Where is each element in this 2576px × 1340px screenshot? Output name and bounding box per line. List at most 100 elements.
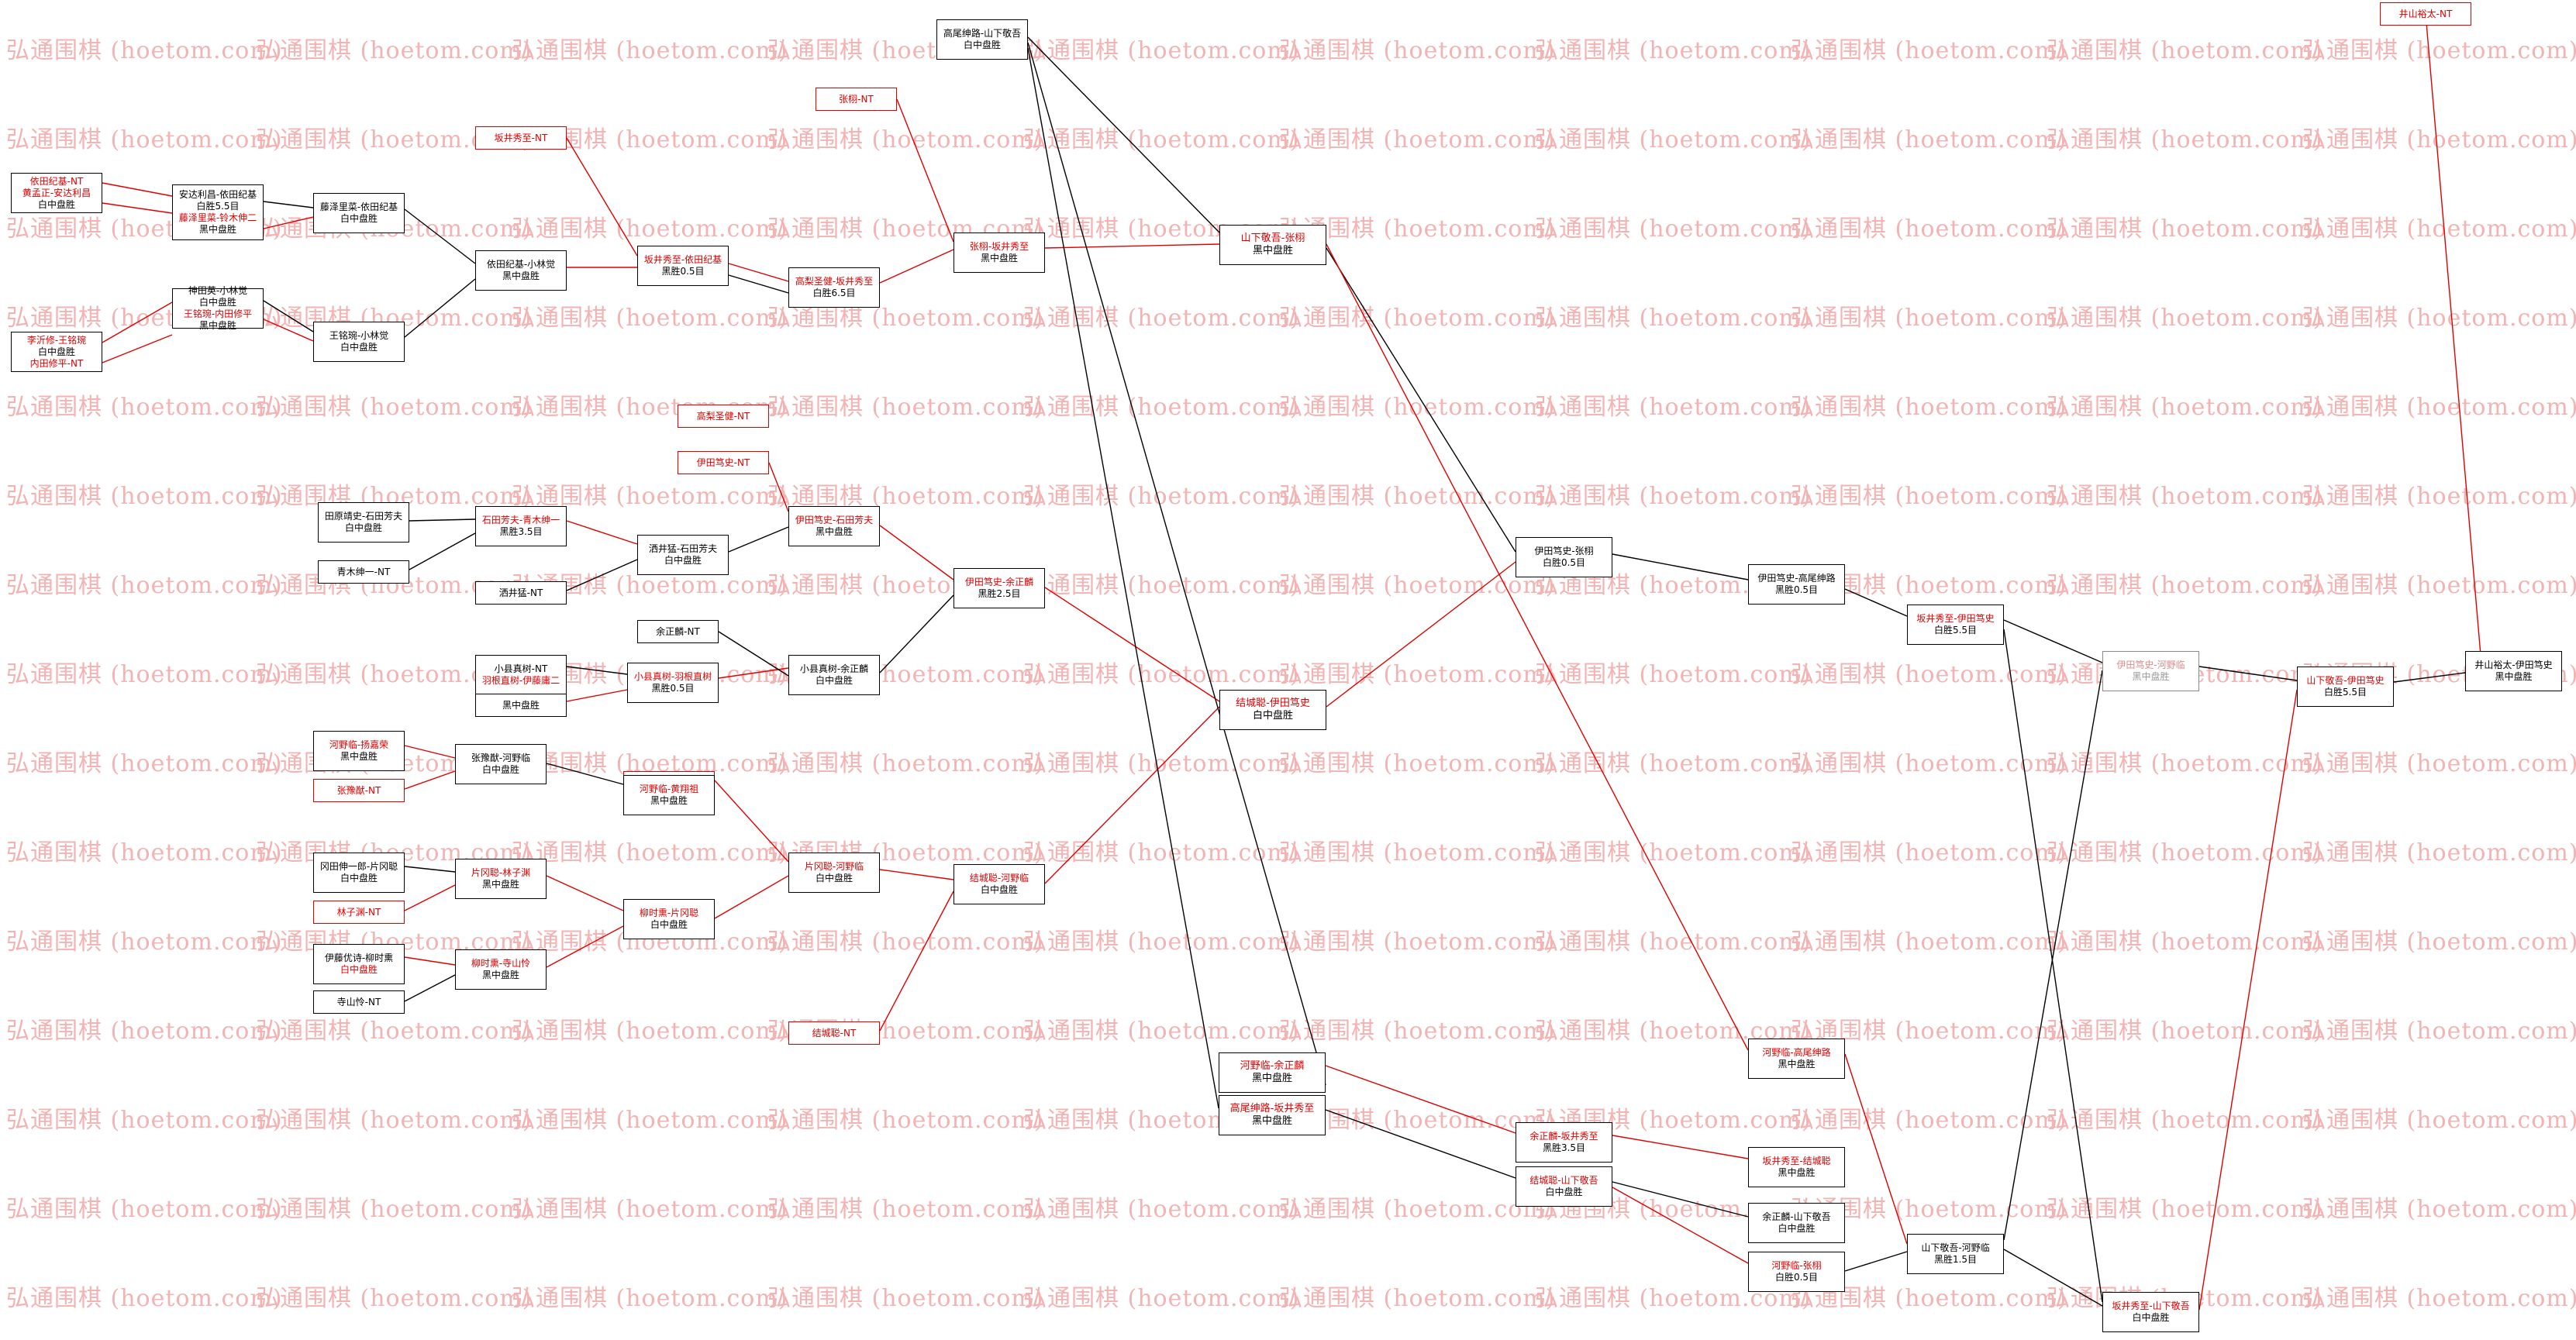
match-node[interactable]: 结城聪-NT [788,1021,880,1045]
bracket-edge [879,890,954,1032]
match-node[interactable]: 河野临-张栩 白胜0.5目 [1748,1252,1845,1292]
match-line: 依田纪基-NT [29,175,84,187]
match-line: 内田修平-NT [29,357,84,369]
match-node[interactable]: 高尾绅路-坂井秀至 黑中盘胜 [1219,1095,1326,1135]
match-line: 白中盘胜 [340,213,378,224]
match-line: 高尾绅路-山下敬吾 [943,28,1022,39]
match-line: 坂井秀至-NT [494,132,548,143]
match-node[interactable]: 结城聪-山下敬吾 白中盘胜 [1516,1166,1612,1207]
match-node[interactable]: 伊田笃史-NT [678,451,769,474]
match-line: 山下敬吾-张栩 [1240,232,1305,244]
bracket-edge [1844,1251,1908,1272]
match-node[interactable]: 坂井秀至-伊田笃史 白胜5.5目 [1907,605,2004,645]
match-node[interactable]: 结城聪-河野临 白中盘胜 [953,864,1045,904]
match-node[interactable]: 井山裕太-伊田笃史 黑中盘胜 [2465,651,2562,691]
match-line: 河野临-扬嘉荣 [329,739,389,750]
bracket-edge [879,594,954,673]
match-node[interactable]: 余正麟-坂井秀至 黑胜3.5目 [1516,1122,1612,1163]
match-line: 山下敬吾-伊田笃史 [2306,675,2385,686]
match-line: 黑中盘胜 [2132,671,2170,682]
match-node[interactable]: 张豫猷-NT [313,779,405,802]
match-node[interactable]: 林子渊-NT [313,901,405,924]
match-node[interactable]: 冈田伸一郎-片冈聪 白中盘胜 [313,853,405,893]
match-node[interactable]: 神田英-小林觉 白中盘胜 王铭琬-内田修平 黑中盘胜 [172,285,264,331]
match-line: 白中盘胜 [37,346,75,357]
match-node[interactable]: 河野临-扬嘉荣 黑中盘胜 [313,731,405,771]
match-node[interactable]: 坂井秀至-依田纪基 黑胜0.5目 [637,246,729,286]
match-node[interactable]: 余正麟-山下敬吾 白中盘胜 [1748,1203,1845,1243]
match-line: 白中盘胜 [650,919,688,930]
match-node[interactable]: 张栩-NT [816,88,897,111]
match-node[interactable]: 高尾绅路-山下敬吾 白中盘胜 [936,19,1028,60]
bracket-edge [546,763,624,785]
match-node[interactable]: 山下敬吾-伊田笃史 白胜5.5目 [2297,667,2394,707]
match-node[interactable]: 田原靖史-石田芳夫 白中盘胜 [318,502,409,543]
match-node[interactable]: 山下敬吾-张栩 黑中盘胜 [1219,225,1326,265]
bracket-edge [409,518,476,522]
match-line: 柳时熏-片冈聪 [639,908,699,918]
bracket-edge [566,666,628,675]
bracket-edge [404,745,456,759]
bracket-edge [728,274,789,294]
bracket-edge [879,525,954,580]
match-node[interactable]: 结城聪-伊田笃史 白中盘胜 [1219,690,1326,730]
match-node[interactable]: 井山裕太-NT [2380,2,2471,26]
match-node[interactable]: 河野临-余正麟 黑中盘胜 [1219,1052,1326,1093]
match-line: 黑中盘胜 [481,879,519,890]
match-node[interactable]: 石田芳夫-青木绅一 黑胜3.5目 [475,506,567,546]
match-line: 白中盘胜 [2132,1312,2170,1323]
match-node[interactable]: 山下敬吾-河野临 黑胜1.5目 [1907,1234,2004,1274]
match-line: 安达利昌-依田纪基 [178,189,257,200]
match-node[interactable]: 洒井猛-石田芳夫 白中盘胜 [637,535,729,575]
match-line: 伊田笃史-高尾绅路 [1757,573,1836,584]
match-node[interactable]: 依田纪基-小林觉 黑中盘胜 [475,250,567,291]
match-line: 黑胜0.5目 [651,683,695,694]
match-node[interactable]: 伊田笃史-高尾绅路 黑胜0.5目 [1748,564,1845,605]
match-node[interactable]: 片冈聪-河野临 白中盘胜 [788,853,880,893]
match-node[interactable]: 藤泽里菜-依田纪基 白中盘胜 [313,193,405,233]
match-line: 黑胜0.5目 [1774,584,1819,595]
match-node[interactable]: 张豫猷-河野临 白中盘胜 [455,744,547,784]
match-node[interactable]: 高梨圣健-坂井秀至 白胜6.5目 [788,267,880,308]
match-node[interactable]: 安达利昌-依田纪基 白胜5.5目 藤泽里菜-铃木伸二 黑中盘胜 [172,184,264,240]
match-node[interactable]: 小县真树-羽根直树 黑胜0.5目 [627,663,719,703]
match-line: 高尾绅路-坂井秀至 [1229,1102,1315,1114]
match-node[interactable]: 河野临-高尾绅路 黑中盘胜 [1748,1039,1845,1079]
match-node[interactable]: 伊藤优诗-柳时熏 白中盘胜 [313,944,405,984]
match-line: 黑中盘胜 [1252,245,1293,257]
bracket-edge [263,300,314,332]
match-node[interactable]: 李沂修-王铭琬 白中盘胜 内田修平-NT [11,332,102,372]
match-node[interactable]: 坂井秀至-山下敬吾 白中盘胜 [2102,1292,2199,1332]
match-node[interactable]: 柳时熏-寺山怜 黑中盘胜 [455,949,547,990]
match-node[interactable]: 坂井秀至-结城聪 黑中盘胜 [1748,1147,1845,1187]
match-node[interactable]: 小县真树-余正麟 白中盘胜 [788,655,880,695]
match-node[interactable]: 青木绅一-NT [318,560,409,584]
match-node[interactable]: 余正麟-NT [637,620,719,643]
match-node[interactable]: 洒井猛-NT [475,581,567,605]
match-line: 李沂修-王铭琬 [26,334,87,346]
match-node[interactable]: 王铭琬-小林觉 白中盘胜 [313,322,405,362]
match-node[interactable]: 片冈聪-林子渊 黑中盘胜 [455,859,547,899]
match-node[interactable]: 伊田笃史-河野临 黑中盘胜 [2102,651,2199,691]
match-node[interactable]: 黑中盘胜 [475,694,567,717]
match-line: 河野临-高尾绅路 [1762,1047,1831,1058]
match-node[interactable]: 柳时熏-片冈聪 白中盘胜 [623,899,715,939]
match-line: 黑中盘胜 [980,253,1018,264]
match-node[interactable]: 伊田笃史-石田芳夫 黑中盘胜 [788,506,880,546]
bracket-edge [1044,587,1220,702]
match-node[interactable]: 坂井秀至-NT [475,126,567,150]
match-node[interactable]: 伊田笃史-余正麟 黑胜2.5目 [953,568,1045,608]
match-node[interactable]: 伊田笃史-张栩 白胜0.5目 [1516,537,1612,577]
match-line: 黑中盘胜 [502,270,540,281]
match-line: 羽根直树-伊藤庸二 [481,675,560,686]
match-node[interactable]: 张栩-坂井秀至 黑中盘胜 [953,233,1045,273]
match-line: 白中盘胜 [815,675,853,686]
bracket-edge [263,201,314,208]
match-node[interactable]: 河野临-黄翔祖 黑中盘胜 [623,775,715,815]
match-node[interactable]: 依田纪基-NT 黄孟正-安达利昌 白中盘胜 [11,173,102,213]
match-node[interactable]: 寺山怜-NT [313,990,405,1014]
bracket-edge [1326,247,1516,553]
match-node[interactable]: 高梨圣健-NT [678,405,769,428]
match-node[interactable]: 小县真树-NT 羽根直树-伊藤庸二 [475,655,567,695]
match-line: 林子渊-NT [336,906,381,918]
